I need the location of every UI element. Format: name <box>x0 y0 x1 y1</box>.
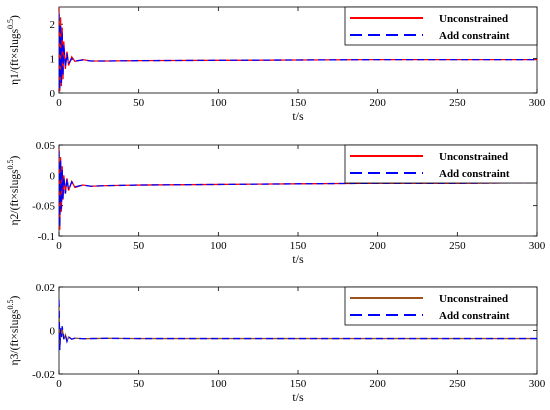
x-tick-label: 250 <box>449 378 466 390</box>
series-line-add-constraint <box>59 300 537 351</box>
legend-label: Add constraint <box>439 310 510 322</box>
x-tick-label: 250 <box>449 97 466 109</box>
legend-label: Add constraint <box>439 30 510 42</box>
x-tick-label: 0 <box>56 378 62 390</box>
x-tick-label: 150 <box>290 240 307 252</box>
x-tick-label: 100 <box>210 97 227 109</box>
x-tick-label: 0 <box>56 97 62 109</box>
x-axis-label: t/s <box>292 390 304 404</box>
y-axis-label: η3/(ft×slugs0.5) <box>6 295 21 365</box>
y-axis-label: η1/(ft×slugs0.5) <box>6 15 21 85</box>
y-tick-label: 0 <box>50 88 56 100</box>
x-tick-label: 250 <box>449 240 466 252</box>
y-tick-label: 0.05 <box>36 140 56 152</box>
y-tick-label: 0.02 <box>36 282 55 294</box>
y-tick-label: 2 <box>50 19 56 31</box>
legend-label: Unconstrained <box>439 151 508 163</box>
x-axis-label: t/s <box>292 252 304 266</box>
x-tick-label: 300 <box>529 240 546 252</box>
x-tick-label: 300 <box>529 378 546 390</box>
series-line-add-constraint <box>59 151 537 227</box>
x-tick-label: 50 <box>133 97 145 109</box>
legend-label: Unconstrained <box>439 13 508 25</box>
chart-panel-2: 0 50 100 150 200 250 300 -0.1 -0.05 0 0.05 t/s η2/(f… <box>6 140 546 266</box>
legend-box <box>344 286 538 326</box>
x-tick-label: 0 <box>56 240 62 252</box>
y-tick-label: 0 <box>50 326 56 338</box>
series-line-add-constraint <box>59 13 537 90</box>
legend-box <box>344 144 538 184</box>
y-tick-label: -0.02 <box>32 369 55 381</box>
x-tick-label: 200 <box>369 378 386 390</box>
legend-label: Add constraint <box>439 168 510 180</box>
x-tick-label: 150 <box>290 97 307 109</box>
x-tick-label: 100 <box>210 378 227 390</box>
x-tick-label: 300 <box>529 97 546 109</box>
x-axis-label: t/s <box>292 109 304 123</box>
chart-panel-3: 0 50 100 150 200 250 300-0.0200.02t/sη3/(ft×sl… <box>6 282 546 404</box>
y-tick-label: 1 <box>50 54 56 66</box>
x-tick-label: 100 <box>210 240 227 252</box>
y-tick-label: 0 <box>50 170 56 182</box>
x-tick-label: 200 <box>369 240 386 252</box>
legend-label: Unconstrained <box>439 293 508 305</box>
y-axis-label: η2/(ft×slugs0.5) <box>6 155 21 225</box>
chart-panel-1: 0 50 100 150 200 250 300 0 1 2 t/s η1/(ft×slugs0.5)… <box>6 6 546 123</box>
y-tick-label: -0.1 <box>38 231 55 243</box>
x-tick-label: 200 <box>369 97 386 109</box>
legend-box <box>344 6 538 46</box>
x-tick-label: 150 <box>290 378 307 390</box>
y-tick-label: -0.05 <box>32 201 55 213</box>
x-tick-label: 50 <box>133 240 145 252</box>
x-tick-label: 50 <box>133 378 145 390</box>
